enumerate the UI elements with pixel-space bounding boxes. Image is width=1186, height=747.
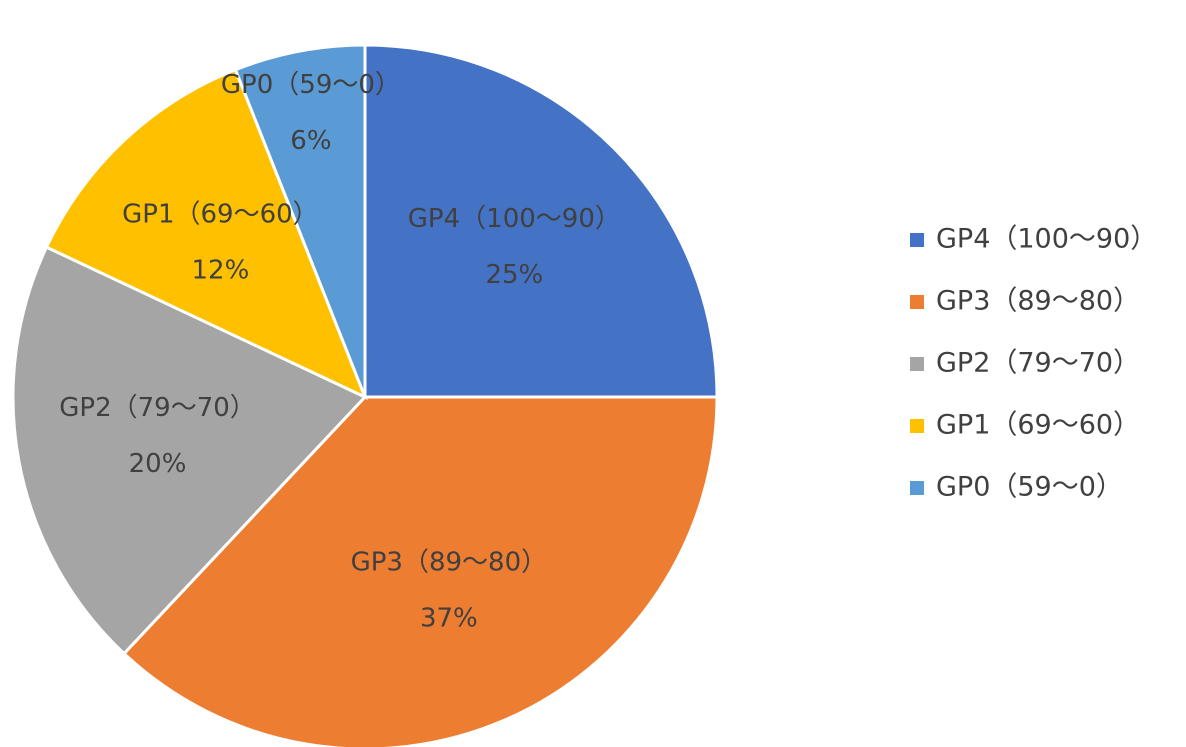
slice-value: 6%: [290, 126, 331, 156]
slice-value: 25%: [485, 260, 543, 290]
legend-swatch: [910, 233, 924, 247]
legend-label: GP3（89～80）: [936, 286, 1140, 317]
slice-value: 20%: [129, 449, 187, 479]
legend-label: GP2（79～70）: [936, 348, 1140, 379]
legend-swatch: [910, 357, 924, 371]
slice-label: GP2（79～70）: [59, 393, 256, 423]
pie-slice: [233, 43, 367, 398]
pie-slice: [11, 245, 368, 656]
legend-label: GP4（100～90）: [936, 224, 1157, 255]
pie-slice: [121, 395, 719, 747]
legend-swatch: [910, 481, 924, 495]
slice-label: GP4（100～90）: [408, 204, 621, 234]
legend-label: GP1（69～60）: [936, 410, 1140, 441]
slice-label: GP0（59～0）: [221, 70, 401, 100]
legend-swatch: [910, 295, 924, 309]
slice-value: 12%: [192, 256, 250, 286]
slice-label: GP1（69～60）: [122, 200, 319, 230]
pie-slice: [363, 43, 719, 399]
slice-value: 37%: [420, 603, 478, 633]
pie-slice: [44, 67, 368, 400]
legend-swatch: [910, 419, 924, 433]
legend-label: GP0（59～0）: [936, 472, 1123, 503]
slice-label: GP3（89～80）: [351, 547, 548, 577]
